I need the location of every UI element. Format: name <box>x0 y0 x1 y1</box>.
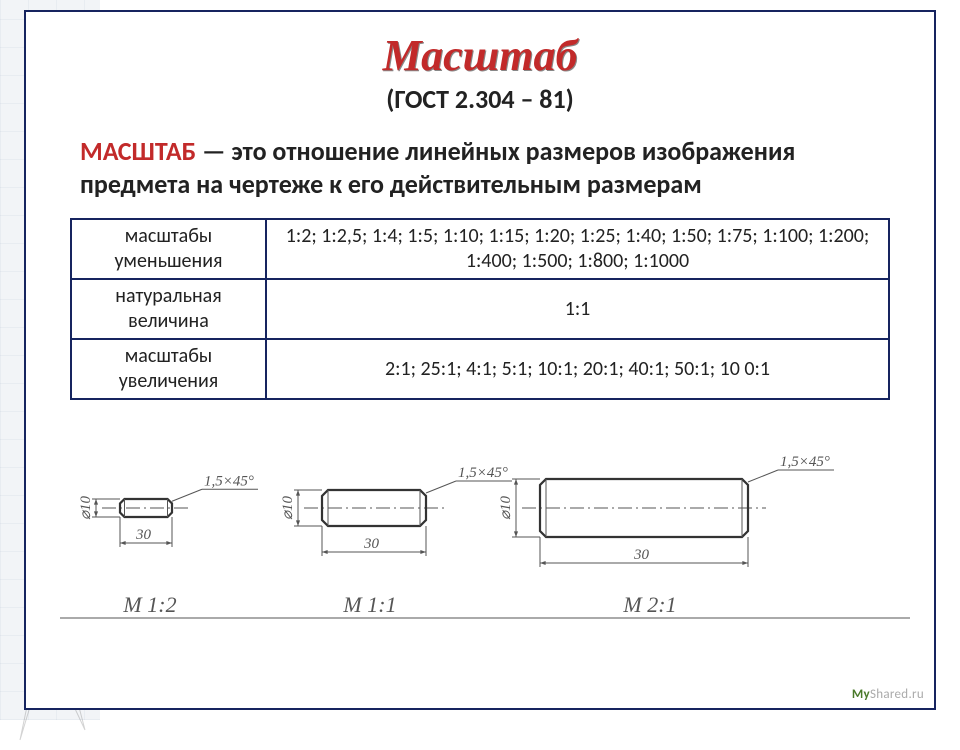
drawings-svg: ⌀10 30 1,5×45° М 1:2 ⌀10 30 1,5×45° М 1:1 ⌀10 30 1… <box>50 418 920 648</box>
watermark: MyShared.ru <box>852 687 924 702</box>
table-row: масштабы уменьшения 1:2; 1:2,5; 1:4; 1:5… <box>71 219 889 279</box>
dim-chamfer: 1,5×45° <box>204 473 254 489</box>
row-label: масштабы увеличения <box>71 339 266 399</box>
page-title: Масштаб <box>50 30 910 81</box>
dim-diameter: ⌀10 <box>78 495 94 520</box>
dim-length: 30 <box>633 547 650 563</box>
dim-diameter: ⌀10 <box>280 495 296 520</box>
scales-table: масштабы уменьшения 1:2; 1:2,5; 1:4; 1:5… <box>70 218 890 400</box>
scale-label: М 1:1 <box>342 592 396 617</box>
dim-chamfer: 1,5×45° <box>780 454 830 470</box>
drawings-area: ⌀10 30 1,5×45° М 1:2 ⌀10 30 1,5×45° М 1:1 ⌀10 30 1… <box>50 418 910 648</box>
table-row: масштабы увеличения 2:1; 25:1; 4:1; 5:1;… <box>71 339 889 399</box>
dim-length: 30 <box>135 527 152 543</box>
row-label: натуральная величина <box>71 279 266 339</box>
scale-label: М 1:2 <box>122 592 176 617</box>
dim-chamfer: 1,5×45° <box>458 465 508 481</box>
definition-text: МАСШТАБ — это отношение линейных размеро… <box>80 135 880 200</box>
watermark-brand: My <box>852 687 870 702</box>
scale-label: М 2:1 <box>622 592 676 617</box>
row-value: 1:1 <box>266 279 889 339</box>
table-row: натуральная величина 1:1 <box>71 279 889 339</box>
watermark-rest: Shared.ru <box>870 687 924 702</box>
row-value: 2:1; 25:1; 4:1; 5:1; 10:1; 20:1; 40:1; 5… <box>266 339 889 399</box>
definition-keyword: МАСШТАБ <box>80 135 196 167</box>
page-subtitle: (ГОСТ 2.304 – 81) <box>50 83 910 115</box>
dim-diameter: ⌀10 <box>498 495 514 520</box>
row-value: 1:2; 1:2,5; 1:4; 1:5; 1:10; 1:15; 1:20; … <box>266 219 889 279</box>
row-label: масштабы уменьшения <box>71 219 266 279</box>
dim-length: 30 <box>363 536 380 552</box>
slide-frame: Масштаб (ГОСТ 2.304 – 81) МАСШТАБ — это … <box>24 10 936 710</box>
